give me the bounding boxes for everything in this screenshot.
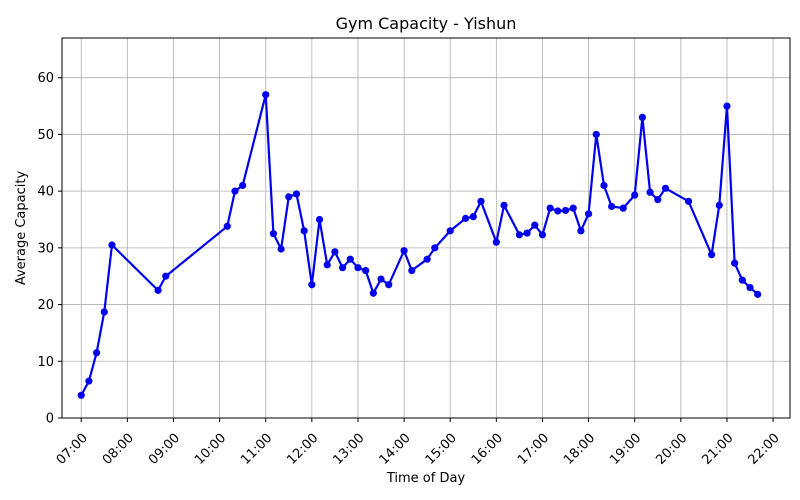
data-point <box>584 210 593 218</box>
data-point <box>538 231 547 239</box>
x-tick-label: 22:00 <box>746 431 783 468</box>
data-point <box>231 187 239 195</box>
data-point <box>269 230 277 238</box>
data-point <box>223 222 231 230</box>
data-point <box>239 181 247 190</box>
data-point <box>100 308 108 316</box>
data-point <box>362 266 370 275</box>
data-point <box>569 204 577 212</box>
y-tick-label: 20 <box>37 298 54 313</box>
x-tick-label: 08:00 <box>100 431 137 468</box>
data-point <box>331 248 339 256</box>
data-point <box>661 184 670 192</box>
data-point <box>561 206 570 215</box>
data-point <box>631 191 639 199</box>
x-tick-label: 16:00 <box>469 431 506 468</box>
x-axis-title: Time of Day <box>386 471 466 486</box>
data-point <box>423 255 431 263</box>
y-tick-label: 30 <box>37 241 54 256</box>
data-point <box>308 281 316 289</box>
data-point <box>400 247 408 255</box>
data-point <box>638 113 647 121</box>
data-point <box>738 276 746 284</box>
x-tick-label: 17:00 <box>515 431 552 468</box>
data-point <box>746 283 754 292</box>
data-point <box>292 190 301 198</box>
data-point <box>108 241 116 249</box>
data-point <box>608 202 616 211</box>
data-point <box>500 201 508 209</box>
data-point <box>338 264 347 272</box>
data-point <box>446 227 454 235</box>
data-point <box>469 213 477 221</box>
data-point <box>684 197 693 205</box>
x-tick-label: 14:00 <box>377 431 414 468</box>
data-point <box>754 290 762 298</box>
data-point <box>354 264 362 272</box>
y-tick-label: 50 <box>37 128 54 143</box>
x-tick-label: 21:00 <box>700 431 737 468</box>
data-point <box>715 201 723 209</box>
data-point <box>461 214 470 222</box>
y-tick-label: 60 <box>37 71 54 86</box>
data-point <box>85 377 93 385</box>
data-point <box>707 251 716 259</box>
data-point <box>385 281 393 289</box>
x-tick-label: 20:00 <box>653 431 690 468</box>
data-point <box>646 188 654 196</box>
data-point <box>477 197 485 205</box>
x-tick-label: 15:00 <box>423 431 460 468</box>
data-point <box>431 244 439 252</box>
x-tick-label: 19:00 <box>607 431 644 468</box>
data-point <box>619 204 627 212</box>
x-tick-label: 09:00 <box>146 431 183 468</box>
y-axis-title: Average Capacity <box>14 171 29 286</box>
data-point <box>369 289 377 297</box>
data-point <box>546 204 554 212</box>
data-point <box>492 238 500 246</box>
data-point <box>592 130 600 139</box>
data-point <box>346 255 354 263</box>
y-tick-label: 40 <box>37 185 54 200</box>
data-point <box>577 227 585 235</box>
series-line <box>80 93 759 396</box>
data-point <box>554 207 562 215</box>
x-tick-label: 10:00 <box>192 431 229 468</box>
x-tick-label: 07:00 <box>54 431 91 468</box>
data-point <box>377 275 385 283</box>
chart-title: Gym Capacity - Yishun <box>336 14 517 33</box>
data-point <box>523 229 531 237</box>
data-point <box>531 221 539 229</box>
data-point <box>515 231 524 239</box>
data-point <box>731 259 739 267</box>
data-point <box>300 227 308 235</box>
data-point <box>723 102 731 110</box>
data-point <box>600 181 608 190</box>
data-point <box>154 286 162 294</box>
series <box>77 91 762 399</box>
data-point <box>408 266 416 275</box>
plot-area-frame <box>61 37 791 419</box>
x-tick-label: 11:00 <box>238 431 275 468</box>
y-tick-label: 0 <box>46 412 54 427</box>
x-tick-label: 13:00 <box>331 431 368 468</box>
data-point <box>77 391 85 399</box>
data-point <box>92 349 101 357</box>
data-point <box>285 193 293 201</box>
data-point <box>277 245 285 253</box>
data-point <box>262 91 270 99</box>
data-point <box>323 261 331 269</box>
data-point <box>654 196 662 204</box>
x-tick-label: 18:00 <box>561 431 598 468</box>
grid <box>62 38 790 419</box>
y-tick-label: 10 <box>37 355 54 370</box>
data-point <box>315 215 324 224</box>
data-point <box>162 272 170 280</box>
x-tick-label: 12:00 <box>284 431 321 468</box>
